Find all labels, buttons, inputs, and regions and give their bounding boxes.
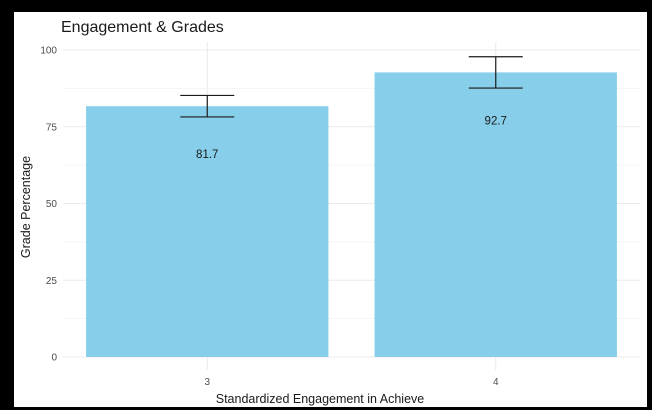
chart-title: Engagement & Grades [61, 19, 224, 36]
data-label-3: 81.7 [196, 149, 218, 161]
x-axis-title: Standardized Engagement in Achieve [216, 392, 425, 406]
y-tick-label: 50 [46, 199, 58, 210]
data-label-4: 92.7 [485, 115, 507, 127]
y-tick-label: 25 [46, 276, 58, 287]
x-tick-label-4: 4 [493, 377, 499, 388]
y-tick-label: 75 [46, 122, 58, 133]
error-bar-3 [180, 94, 235, 118]
bar-3 [86, 106, 329, 357]
bar-4 [374, 72, 617, 357]
y-tick-label: 100 [40, 46, 57, 57]
x-tick-label-3: 3 [204, 377, 210, 388]
y-tick-label: 0 [51, 353, 57, 364]
error-bars [180, 56, 523, 118]
bars [86, 72, 617, 357]
y-tick-labels: 0 25 50 75 100 [40, 46, 57, 364]
error-bar-4 [468, 56, 523, 89]
data-labels: 81.7 92.7 [196, 115, 507, 161]
y-axis-title: Grade Percentage [19, 156, 33, 258]
